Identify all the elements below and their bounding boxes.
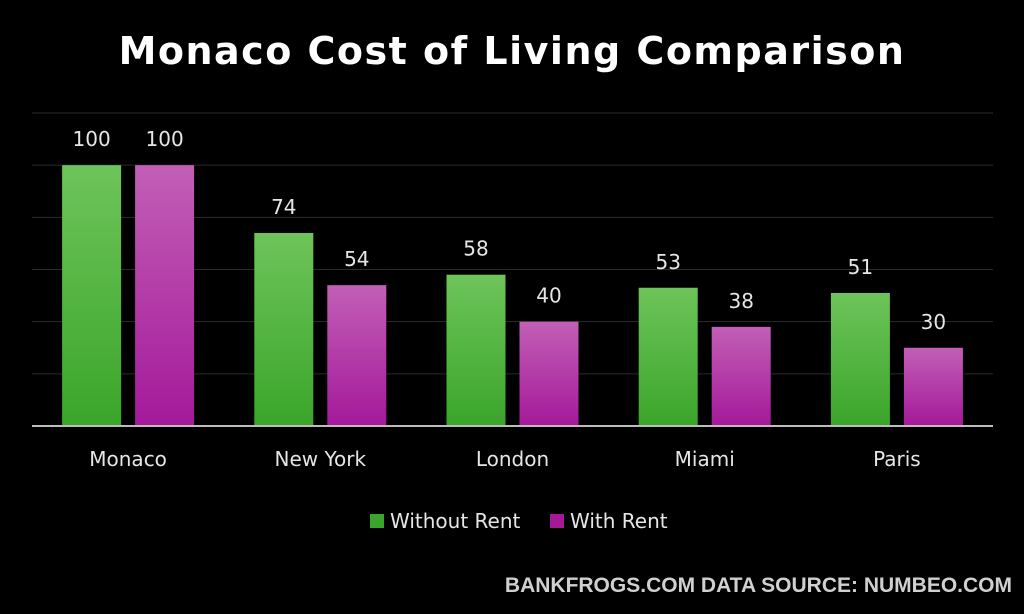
bar-paris-without-rent (830, 292, 890, 426)
legend-swatch-without-rent (370, 514, 384, 528)
bar-london-with-rent (519, 321, 579, 426)
bar-monaco-with-rent (135, 165, 195, 426)
data-label: 100 (146, 127, 184, 151)
bar-new-york-with-rent (327, 285, 387, 426)
category-label: Paris (873, 447, 921, 471)
data-label: 51 (848, 255, 873, 279)
category-labels: Monaco New York London Miami Paris (89, 447, 920, 471)
source-credit: BANKFROGS.COM DATA SOURCE: NUMBEO.COM (505, 574, 1012, 597)
bar-monaco-without-rent (62, 165, 122, 426)
category-label: Monaco (89, 447, 167, 471)
data-label: 53 (655, 250, 680, 274)
data-label: 74 (271, 195, 296, 219)
legend: Without Rent With Rent (370, 509, 668, 533)
legend-swatch-with-rent (550, 514, 564, 528)
data-label: 54 (344, 247, 369, 271)
category-label: Miami (675, 447, 735, 471)
data-label: 38 (728, 289, 753, 313)
legend-label-without-rent: Without Rent (390, 509, 521, 533)
data-label: 30 (921, 310, 946, 334)
bar-london-without-rent (446, 274, 506, 426)
bar-miami-without-rent (638, 287, 698, 426)
bar-miami-with-rent (711, 326, 771, 426)
data-label: 100 (73, 127, 111, 151)
data-label: 58 (463, 237, 488, 261)
data-label: 40 (536, 284, 561, 308)
bar-paris-with-rent (903, 347, 963, 426)
chart-title: Monaco Cost of Living Comparison (119, 29, 906, 73)
category-label: New York (275, 447, 367, 471)
bar-new-york-without-rent (254, 232, 314, 426)
category-label: London (476, 447, 549, 471)
bars: 100 100 74 54 58 40 53 38 51 30 (62, 127, 963, 426)
legend-label-with-rent: With Rent (570, 509, 668, 533)
